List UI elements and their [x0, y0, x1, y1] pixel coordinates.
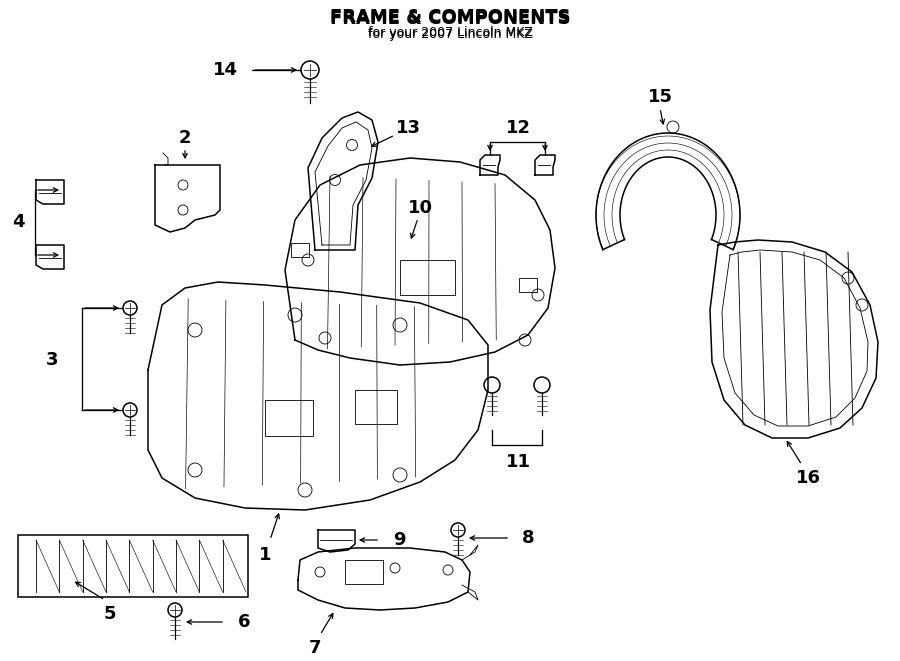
- Text: 7: 7: [309, 639, 321, 657]
- Text: 1: 1: [259, 546, 271, 564]
- Text: 2: 2: [179, 129, 191, 147]
- Bar: [355, 390, 397, 424]
- Text: 8: 8: [522, 529, 535, 547]
- Text: for your 2007 Lincoln MKZ: for your 2007 Lincoln MKZ: [367, 26, 533, 39]
- Text: 16: 16: [796, 469, 821, 487]
- Bar: [18, 535, 248, 597]
- Bar: [345, 560, 383, 584]
- Text: 13: 13: [395, 119, 420, 137]
- Text: 9: 9: [393, 531, 406, 549]
- Text: 5: 5: [104, 605, 116, 623]
- Text: 6: 6: [238, 613, 250, 631]
- Bar: [265, 400, 313, 436]
- Text: 10: 10: [408, 199, 433, 217]
- Bar: [400, 260, 455, 295]
- Text: for your 2007 Lincoln MKZ: for your 2007 Lincoln MKZ: [367, 28, 533, 41]
- Text: 14: 14: [213, 61, 238, 79]
- Bar: [519, 278, 537, 292]
- Text: 4: 4: [12, 213, 24, 231]
- Bar: [291, 243, 309, 257]
- Text: 12: 12: [506, 119, 530, 137]
- Text: FRAME & COMPONENTS: FRAME & COMPONENTS: [329, 8, 571, 26]
- Text: FRAME & COMPONENTS: FRAME & COMPONENTS: [329, 10, 571, 28]
- Text: 15: 15: [647, 88, 672, 106]
- Text: 11: 11: [506, 453, 530, 471]
- Text: 3: 3: [46, 351, 58, 369]
